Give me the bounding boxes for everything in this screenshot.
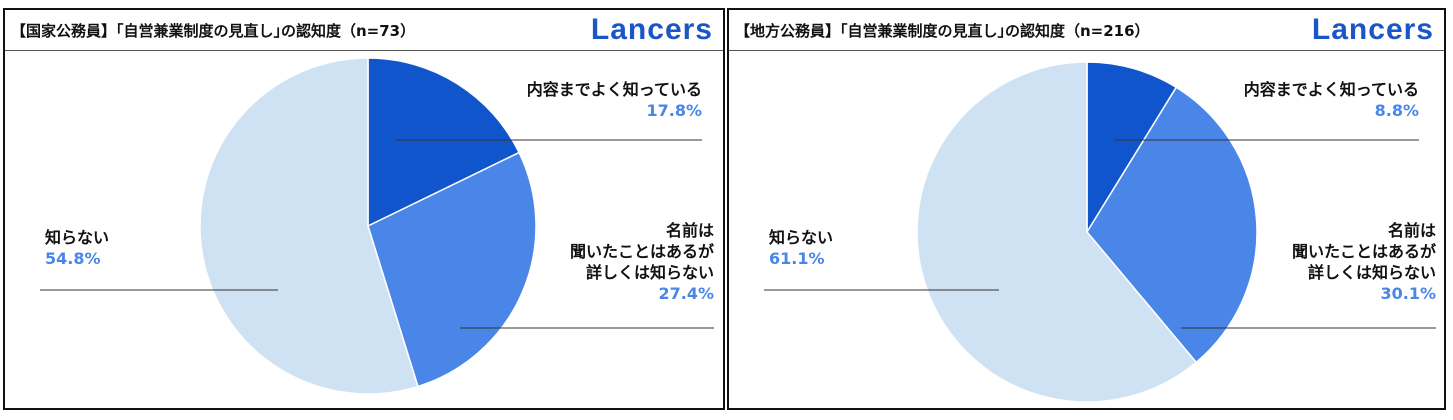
- slice-label: 内容までよく知っている: [1244, 80, 1419, 99]
- lancers-logo: Lancers: [1311, 13, 1434, 46]
- slice-label: 名前は: [666, 221, 714, 240]
- pie-panel-local: 【地方公務員】｢自営兼業制度の見直し｣の認知度（n=216） Lancers 内…: [727, 8, 1446, 410]
- slice-know-content: [1086, 61, 1178, 235]
- chart-title: 【地方公務員】｢自営兼業制度の見直し｣の認知度（n=216）: [735, 22, 1150, 40]
- slice-label: 知らない: [769, 228, 833, 247]
- slice-label: 詳しくは知らない: [586, 263, 714, 282]
- slice-value-label: 30.1%: [1380, 284, 1436, 303]
- slice-label: 名前は: [1388, 221, 1436, 240]
- slice-label: 詳しくは知らない: [1308, 263, 1436, 282]
- slice-value-label: 61.1%: [769, 249, 825, 268]
- slice-value-label: 54.8%: [45, 249, 101, 268]
- chart-title: 【国家公務員】｢自営兼業制度の見直し｣の認知度（n=73）: [11, 22, 416, 40]
- title-divider: [729, 50, 1444, 51]
- slice-label: 内容までよく知っている: [527, 80, 702, 99]
- slice-value-label: 8.8%: [1375, 101, 1419, 120]
- slice-label: 知らない: [45, 228, 109, 247]
- slice-know-content: [367, 57, 521, 228]
- slice-value-label: 17.8%: [646, 101, 702, 120]
- slice-value-label: 27.4%: [658, 284, 714, 303]
- slice-label: 聞いたことはあるが: [1292, 242, 1436, 261]
- title-divider: [5, 50, 723, 51]
- slice-dont-know: [199, 57, 419, 395]
- slice-heard-name: [1086, 86, 1258, 364]
- slice-label: 聞いたことはあるが: [570, 242, 714, 261]
- pie-panel-national: 【国家公務員】｢自営兼業制度の見直し｣の認知度（n=73） Lancers 内容…: [3, 8, 725, 410]
- lancers-logo: Lancers: [590, 13, 713, 46]
